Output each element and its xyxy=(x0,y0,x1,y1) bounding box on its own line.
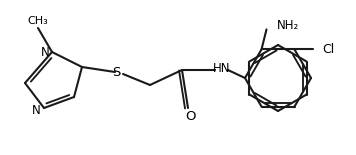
Text: HN: HN xyxy=(213,62,231,75)
Text: NH₂: NH₂ xyxy=(277,19,299,32)
Text: N: N xyxy=(41,46,49,60)
Text: CH₃: CH₃ xyxy=(28,16,48,26)
Text: S: S xyxy=(112,66,120,78)
Text: N: N xyxy=(32,104,40,117)
Text: Cl: Cl xyxy=(323,43,335,56)
Text: O: O xyxy=(186,109,196,122)
